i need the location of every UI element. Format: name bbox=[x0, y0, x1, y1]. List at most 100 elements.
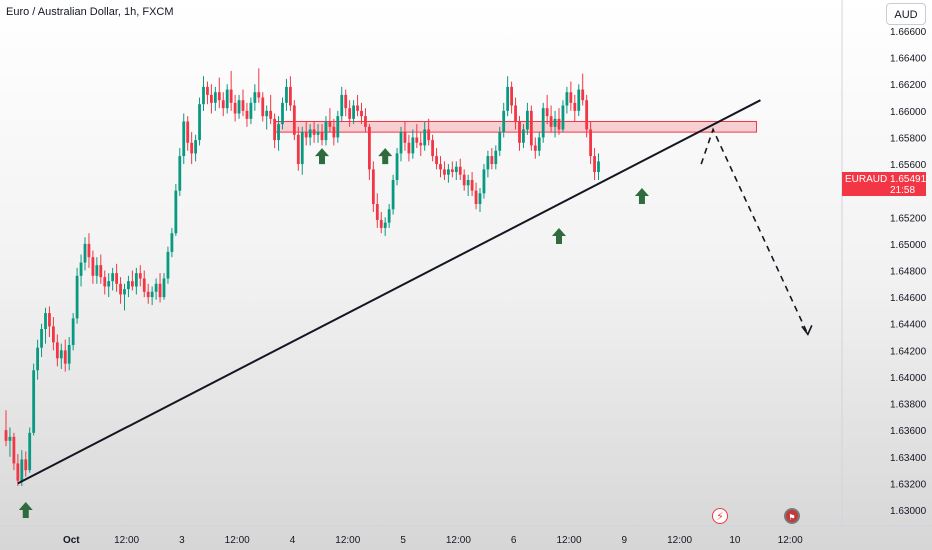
candle-body bbox=[518, 121, 521, 143]
candle-body bbox=[289, 86, 292, 106]
x-tick-label: 9 bbox=[622, 535, 628, 546]
candle-body bbox=[541, 108, 545, 138]
candle-body bbox=[273, 118, 276, 141]
candle-body bbox=[581, 89, 585, 101]
candle-body bbox=[431, 140, 434, 157]
candle-body bbox=[383, 222, 387, 228]
x-tick-label: 12:00 bbox=[114, 535, 139, 546]
y-tick-label: 1.64600 bbox=[890, 293, 927, 304]
candle-body bbox=[352, 105, 355, 119]
candle-body bbox=[292, 105, 296, 135]
candle-body bbox=[450, 169, 454, 173]
y-tick-label: 1.63800 bbox=[890, 400, 927, 411]
price-tag-value: 1.65491 bbox=[890, 174, 927, 185]
candle-body bbox=[154, 283, 158, 292]
flash-icon[interactable]: ⚡ bbox=[712, 508, 728, 524]
candle-body bbox=[95, 265, 99, 276]
candle-body bbox=[498, 132, 502, 151]
candle-body bbox=[190, 142, 194, 154]
candle-body bbox=[75, 275, 79, 319]
candle-body bbox=[470, 180, 474, 191]
x-tick-label: 12:00 bbox=[225, 535, 250, 546]
candle-body bbox=[336, 116, 340, 138]
candle-body bbox=[557, 118, 561, 130]
up-arrow-icon bbox=[18, 502, 33, 519]
candle-body bbox=[131, 281, 134, 287]
candle-body bbox=[403, 132, 407, 143]
y-tick-label: 1.64400 bbox=[890, 320, 927, 331]
candle-body bbox=[249, 102, 253, 119]
candle-body bbox=[545, 108, 549, 117]
candle-body bbox=[261, 97, 265, 117]
candle-body bbox=[597, 161, 600, 173]
candle-body bbox=[123, 289, 126, 295]
candle-body bbox=[229, 89, 233, 103]
candle-body bbox=[194, 140, 197, 154]
candle-body bbox=[506, 86, 510, 111]
candle-body bbox=[170, 233, 174, 252]
candle-body bbox=[48, 313, 51, 327]
candle-body bbox=[217, 92, 221, 101]
up-arrow-icon bbox=[634, 188, 649, 205]
y-tick-label: 1.63400 bbox=[890, 453, 927, 464]
x-tick-label: 6 bbox=[511, 535, 517, 546]
forecast-arrowhead bbox=[801, 325, 813, 336]
candle-body bbox=[486, 156, 490, 170]
candle-body bbox=[182, 121, 186, 157]
chart-title: Euro / Australian Dollar, 1h, FXCM bbox=[6, 6, 174, 18]
candle-body bbox=[395, 153, 399, 181]
candle-body bbox=[502, 110, 506, 133]
candle-body bbox=[375, 203, 379, 220]
x-tick-label: 4 bbox=[290, 535, 296, 546]
candle-body bbox=[99, 265, 103, 278]
candle-body bbox=[458, 166, 462, 175]
currency-button[interactable]: AUD bbox=[886, 3, 926, 25]
forecast-arrow bbox=[700, 127, 809, 335]
candle-body bbox=[115, 273, 118, 284]
candle-body bbox=[526, 110, 529, 130]
candle-body bbox=[44, 313, 47, 330]
candle-body bbox=[213, 92, 217, 103]
candle-body bbox=[16, 463, 20, 481]
candle-body bbox=[162, 278, 166, 298]
price-tag-symbol: EURAUD bbox=[845, 174, 888, 185]
candle-body bbox=[20, 459, 24, 481]
trendline bbox=[17, 99, 761, 485]
candle-body bbox=[427, 129, 431, 141]
candle-body bbox=[565, 92, 569, 106]
y-tick-label: 1.63600 bbox=[890, 426, 927, 437]
candle-body bbox=[166, 251, 170, 279]
candle-body bbox=[391, 180, 395, 210]
candle-body bbox=[119, 283, 122, 295]
candle-body bbox=[245, 110, 249, 119]
x-tick-label: Oct bbox=[63, 535, 80, 546]
candle-body bbox=[589, 129, 592, 157]
candle-body bbox=[529, 110, 533, 146]
candle-body bbox=[300, 132, 304, 165]
candle-body bbox=[8, 436, 12, 441]
y-tick-label: 1.64200 bbox=[890, 346, 927, 357]
candle-body bbox=[423, 129, 427, 146]
y-tick-label: 1.65000 bbox=[890, 240, 927, 251]
y-tick-label: 1.65600 bbox=[890, 160, 927, 171]
x-tick-label: 12:00 bbox=[335, 535, 360, 546]
candle-body bbox=[210, 94, 213, 103]
candle-body bbox=[277, 124, 280, 141]
candle-body bbox=[71, 318, 75, 346]
price-tag-countdown: 21:58 bbox=[890, 185, 916, 196]
candle-body bbox=[127, 281, 130, 290]
last-price-tag: EURAUD 1.65491 21:58 bbox=[842, 172, 926, 196]
candle-body bbox=[364, 116, 367, 127]
candle-body bbox=[296, 134, 300, 165]
candle-body bbox=[316, 132, 320, 135]
candle-body bbox=[198, 104, 201, 141]
candle-body bbox=[4, 430, 8, 441]
candle-body bbox=[79, 262, 83, 276]
flag-icon[interactable]: ⚑ bbox=[784, 508, 800, 524]
y-tick-label: 1.63000 bbox=[890, 506, 927, 517]
x-tick-label: 12:00 bbox=[778, 535, 803, 546]
candle-body bbox=[150, 291, 154, 298]
candle-body bbox=[419, 142, 423, 146]
candle-body bbox=[12, 436, 16, 464]
